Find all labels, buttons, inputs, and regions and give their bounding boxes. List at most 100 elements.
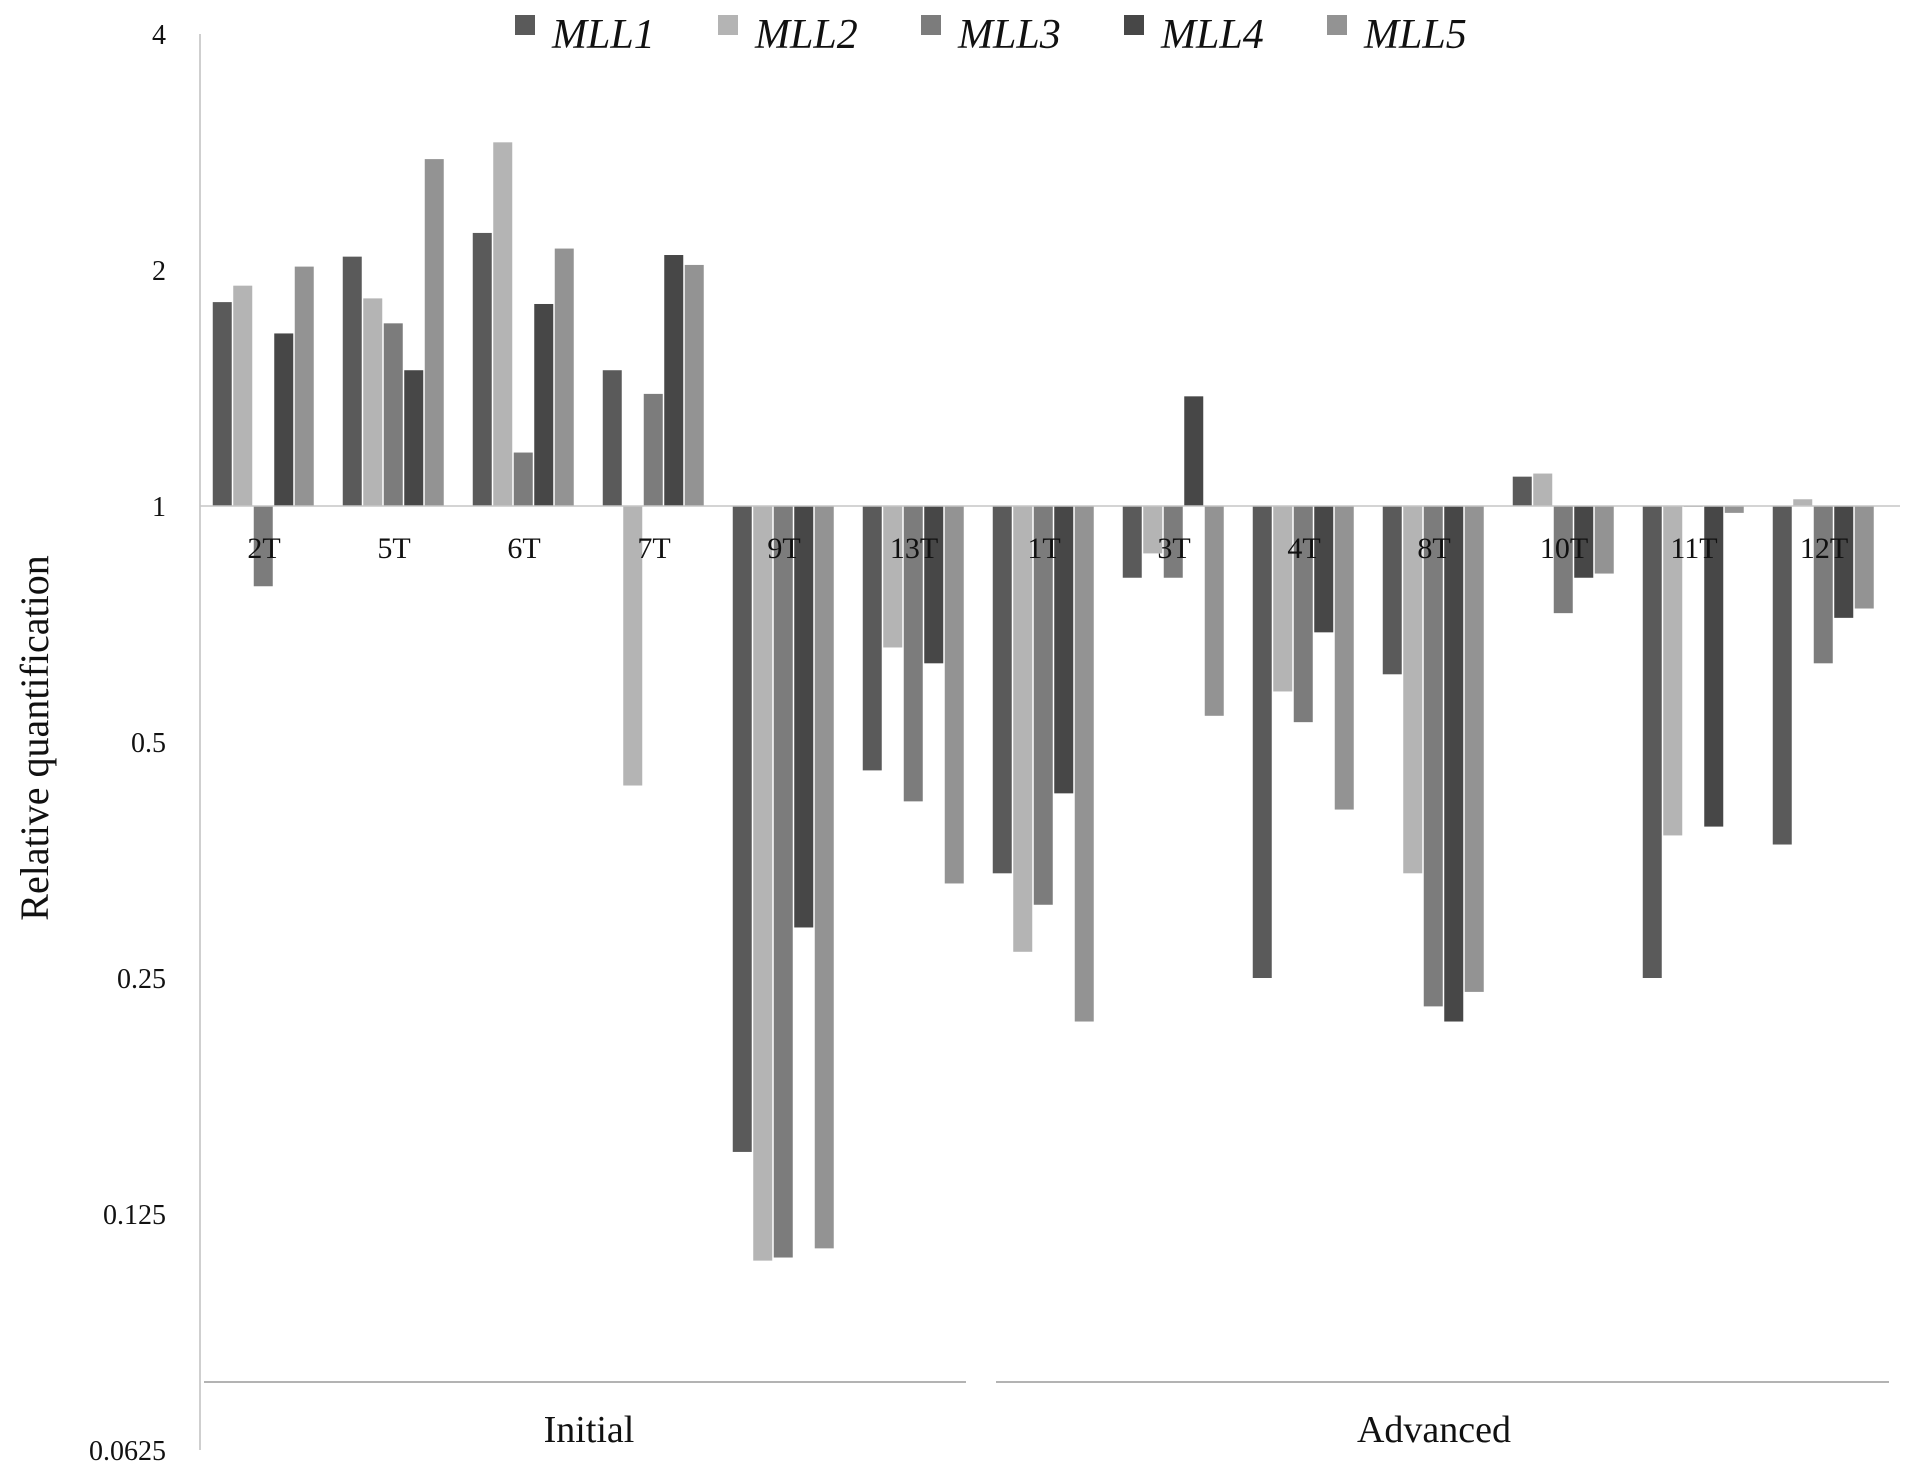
category-label: 9T: [767, 532, 800, 565]
bar-MLL1-6T: [472, 232, 492, 506]
bars: [212, 142, 1874, 1261]
legend-label: MLL5: [1363, 12, 1467, 58]
bar-MLL2-11T: [1663, 506, 1683, 836]
legend-swatch-MLL1: [515, 15, 535, 35]
category-label: 12T: [1800, 532, 1848, 565]
legend: MLL1 MLL2 MLL3 MLL4 MLL5: [515, 12, 1467, 58]
bar-MLL1-3T: [1122, 506, 1142, 578]
bar-MLL5-13T: [944, 506, 964, 884]
bar-MLL4-11T: [1704, 506, 1724, 827]
bar-MLL4-13T: [924, 506, 944, 664]
legend-label: MLL4: [1160, 12, 1264, 58]
bar-MLL3-13T: [903, 506, 923, 802]
legend-label: MLL3: [957, 12, 1061, 58]
category-labels: 2T 5T 6T 7T 9T 13T 1T 3T 4T 8T 10T 11T 12T: [247, 532, 1848, 565]
category-label: 10T: [1540, 532, 1588, 565]
bar-MLL3-9T: [773, 506, 793, 1258]
bar-MLL4-1T: [1054, 506, 1074, 794]
bar-MLL5-12T: [1854, 506, 1874, 609]
y-tick-label: 2: [152, 256, 166, 287]
group-label: Advanced: [1357, 1409, 1511, 1451]
bar-MLL1-1T: [992, 506, 1012, 874]
bar-MLL1-2T: [212, 302, 232, 506]
bar-MLL1-11T: [1642, 506, 1662, 978]
bar-MLL1-7T: [602, 370, 622, 506]
bar-MLL4-6T: [534, 303, 554, 506]
bar-MLL3-10T: [1553, 506, 1573, 614]
bar-MLL3-1T: [1033, 506, 1053, 905]
category-label: 8T: [1417, 532, 1450, 565]
y-tick-label: 0.25: [117, 964, 166, 995]
legend-swatch-MLL2: [718, 15, 738, 35]
bar-MLL2-8T: [1403, 506, 1423, 874]
category-label: 6T: [507, 532, 540, 565]
bar-MLL4-9T: [794, 506, 814, 928]
category-label: 3T: [1157, 532, 1190, 565]
bar-MLL5-5T: [424, 159, 444, 506]
bar-MLL2-9T: [753, 506, 773, 1261]
bar-MLL4-12T: [1834, 506, 1854, 618]
category-label: 11T: [1670, 532, 1717, 565]
bar-MLL5-7T: [684, 264, 704, 506]
bar-MLL2-10T: [1533, 473, 1553, 506]
legend-label: MLL1: [551, 12, 655, 58]
bar-MLL5-9T: [814, 506, 834, 1249]
bar-MLL5-2T: [294, 266, 314, 506]
bar-MLL4-2T: [274, 333, 294, 506]
group-label: Initial: [544, 1409, 635, 1451]
y-tick-label: 4: [152, 20, 166, 51]
bar-MLL1-13T: [862, 506, 882, 771]
bar-MLL1-10T: [1512, 476, 1532, 506]
y-axis: 4 2 1 0.5 0.25 0.125 0.0625: [89, 20, 201, 1467]
y-tick-label: 1: [152, 492, 166, 523]
y-tick-label: 0.0625: [89, 1436, 166, 1467]
y-tick-label: 0.125: [103, 1200, 166, 1231]
bar-MLL1-9T: [732, 506, 752, 1152]
bar-MLL2-5T: [363, 298, 383, 506]
bar-MLL5-10T: [1594, 506, 1614, 574]
bar-MLL2-4T: [1273, 506, 1293, 692]
category-label: 1T: [1027, 532, 1060, 565]
bar-MLL4-4T: [1314, 506, 1334, 633]
bar-MLL5-8T: [1464, 506, 1484, 992]
bar-MLL1-5T: [342, 256, 362, 506]
bar-MLL2-13T: [883, 506, 903, 648]
bar-MLL4-10T: [1574, 506, 1594, 578]
bar-MLL3-12T: [1813, 506, 1833, 664]
bar-MLL1-12T: [1772, 506, 1792, 845]
y-axis-title: Relative quantification: [12, 555, 57, 920]
bar-MLL5-11T: [1724, 506, 1744, 513]
bar-MLL2-12T: [1793, 499, 1813, 506]
bar-MLL2-2T: [233, 285, 253, 506]
bar-MLL3-8T: [1423, 506, 1443, 1007]
bar-MLL1-8T: [1382, 506, 1402, 675]
bar-MLL5-6T: [554, 248, 574, 506]
bar-MLL4-5T: [404, 370, 424, 506]
legend-swatch-MLL4: [1124, 15, 1144, 35]
bar-MLL3-2T: [253, 506, 273, 587]
category-label: 13T: [890, 532, 938, 565]
bar-MLL4-8T: [1444, 506, 1464, 1022]
bar-MLL2-3T: [1143, 506, 1163, 554]
bar-MLL3-5T: [383, 323, 403, 506]
group-brackets: Initial Advanced: [204, 1381, 1889, 1451]
bar-MLL3-4T: [1293, 506, 1313, 723]
bar-MLL2-1T: [1013, 506, 1033, 952]
bar-MLL5-3T: [1204, 506, 1224, 716]
bar-MLL3-7T: [643, 393, 663, 506]
bar-MLL2-6T: [493, 142, 513, 507]
category-label: 7T: [637, 532, 670, 565]
bar-MLL5-4T: [1334, 506, 1354, 810]
category-label: 4T: [1287, 532, 1320, 565]
bar-MLL3-6T: [513, 452, 533, 506]
legend-swatch-MLL3: [921, 15, 941, 35]
bar-MLL5-1T: [1074, 506, 1094, 1022]
bar-MLL1-4T: [1252, 506, 1272, 978]
category-label: 5T: [377, 532, 410, 565]
bar-MLL2-7T: [623, 506, 643, 786]
bar-MLL4-3T: [1184, 396, 1204, 506]
y-tick-label: 0.5: [131, 728, 166, 759]
category-label: 2T: [247, 532, 280, 565]
bar-MLL4-7T: [664, 255, 684, 506]
